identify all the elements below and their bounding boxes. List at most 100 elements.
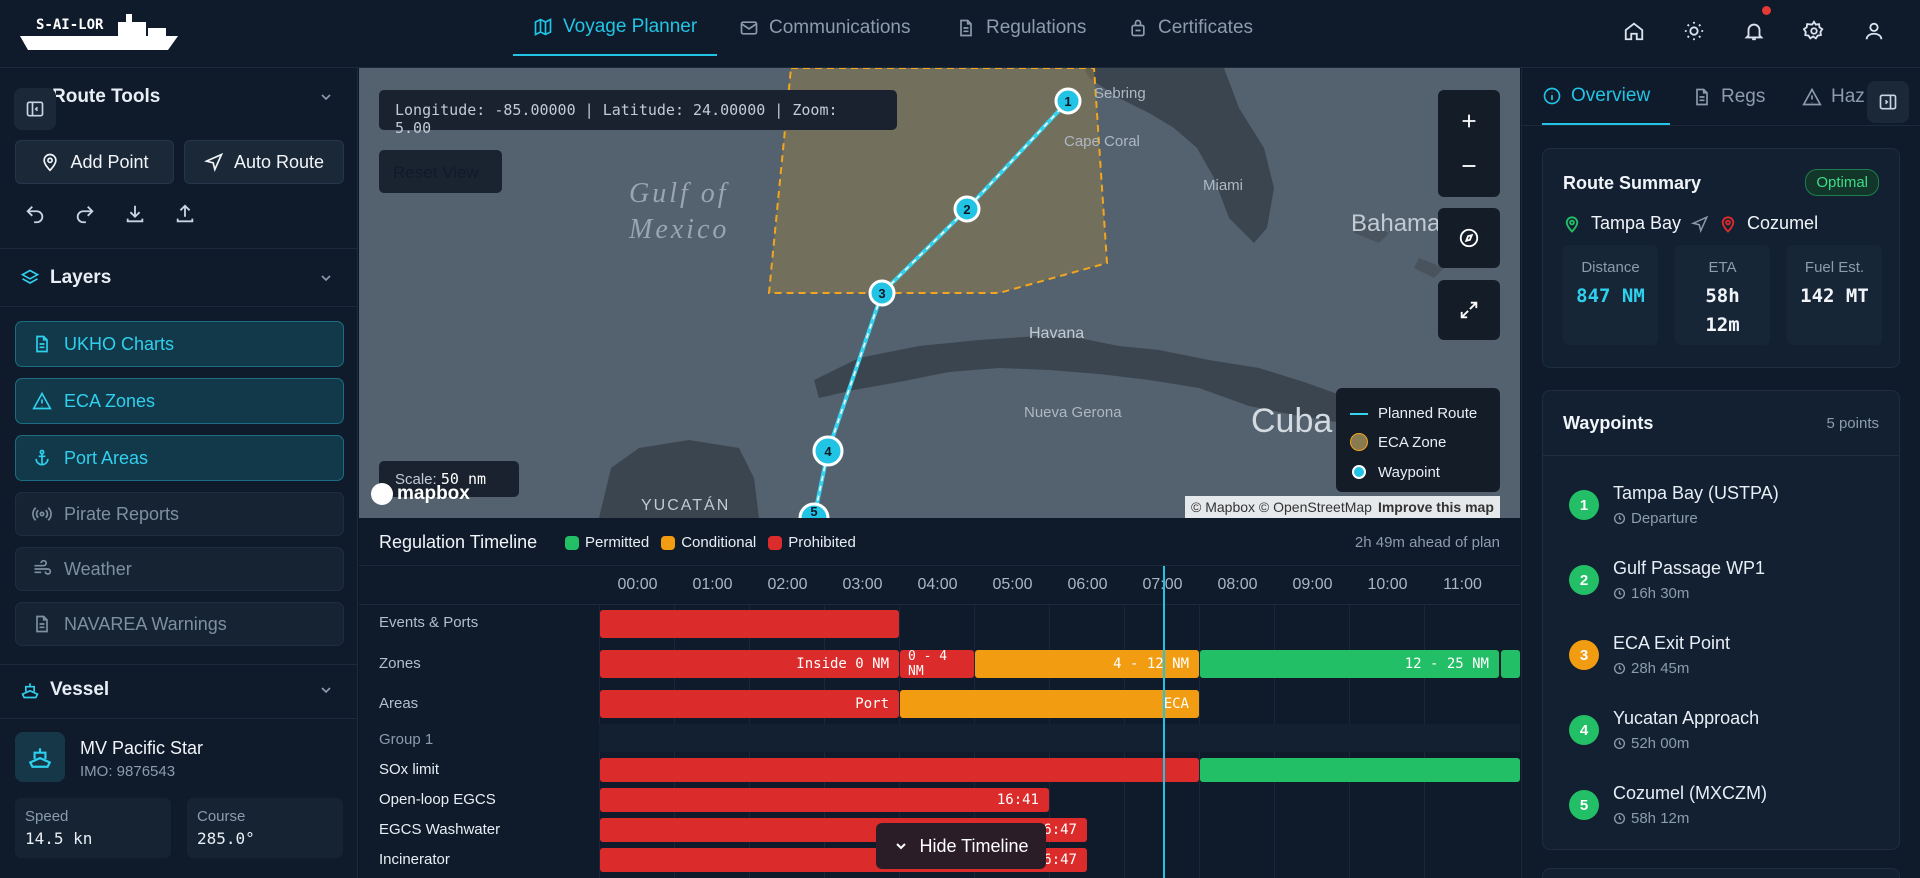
download-icon[interactable] bbox=[124, 203, 146, 225]
bar-zones-next[interactable] bbox=[1501, 650, 1520, 678]
section-title: Vessel bbox=[50, 679, 110, 700]
tab-communications[interactable]: Communications bbox=[739, 0, 911, 56]
mapbox-logo[interactable]: mapbox bbox=[371, 483, 470, 505]
bar-areas-eca[interactable]: ECA bbox=[900, 690, 1199, 718]
timeline-legend: Permitted Conditional Prohibited bbox=[565, 534, 856, 551]
waypoint-item[interactable]: 1 Tampa Bay (USTPA) Departure bbox=[1563, 477, 1883, 537]
bar-sox-permitted[interactable] bbox=[1200, 758, 1520, 782]
bahamas-landmass bbox=[1354, 218, 1444, 278]
home-icon bbox=[1624, 22, 1644, 41]
waypoint-marker-5[interactable]: 5 bbox=[798, 502, 830, 518]
waypoint-item[interactable]: 3 ECA Exit Point 28h 45m bbox=[1563, 627, 1883, 687]
hide-timeline-button[interactable]: Hide Timeline bbox=[876, 823, 1046, 869]
vessel-avatar bbox=[15, 732, 65, 782]
waypoint-name: Tampa Bay (USTPA) bbox=[1613, 483, 1779, 503]
clock-icon bbox=[1613, 662, 1626, 675]
layer-weather[interactable]: Weather bbox=[15, 547, 344, 591]
radio-icon bbox=[32, 507, 52, 521]
profile-button[interactable] bbox=[1863, 20, 1889, 46]
add-point-button[interactable]: Add Point bbox=[15, 140, 174, 184]
waypoint-marker-2[interactable]: 2 bbox=[953, 195, 981, 223]
zoom-out-button[interactable] bbox=[1438, 143, 1500, 188]
info-icon bbox=[1543, 87, 1561, 104]
tab-regs[interactable]: Regs bbox=[1692, 68, 1765, 125]
layer-label: Pirate Reports bbox=[64, 503, 180, 524]
bar-open-loop[interactable]: 16:41 bbox=[600, 788, 1049, 812]
upload-icon[interactable] bbox=[174, 203, 196, 225]
theme-toggle[interactable] bbox=[1683, 20, 1709, 46]
svg-text:2: 2 bbox=[963, 202, 970, 217]
hour-label: 04:00 bbox=[917, 576, 958, 593]
optimal-badge: Optimal bbox=[1805, 169, 1879, 196]
origin-port: Tampa Bay bbox=[1591, 213, 1682, 233]
settings-button[interactable] bbox=[1802, 20, 1829, 46]
zoom-in-button[interactable] bbox=[1438, 98, 1500, 143]
reset-view-button[interactable]: Reset View bbox=[379, 150, 502, 193]
bar-areas-port[interactable]: Port bbox=[600, 690, 899, 718]
collapse-panel-button[interactable] bbox=[1867, 81, 1909, 123]
legend-permitted: Permitted bbox=[565, 534, 649, 551]
bar-events-prohibited[interactable] bbox=[600, 610, 899, 638]
tab-certificates[interactable]: Certificates bbox=[1128, 0, 1253, 56]
bar-zones-0-4[interactable]: 0 - 4 NM bbox=[900, 650, 974, 678]
compass-button[interactable] bbox=[1438, 208, 1500, 268]
layer-port-areas[interactable]: Port Areas bbox=[15, 435, 344, 481]
layers-header[interactable]: Layers bbox=[0, 253, 357, 303]
tab-overview[interactable]: Overview bbox=[1542, 68, 1671, 125]
row-label-events: Events & Ports bbox=[379, 614, 479, 631]
hour-label: 02:00 bbox=[767, 576, 808, 593]
home-button[interactable] bbox=[1623, 20, 1649, 46]
waypoint-marker-1[interactable]: 1 bbox=[1054, 87, 1082, 115]
map-label-havana: Havana bbox=[1029, 325, 1084, 342]
map-label-gulf: Gulf of bbox=[629, 178, 729, 209]
layer-navarea-warnings[interactable]: NAVAREA Warnings bbox=[15, 602, 344, 646]
tab-label: Communications bbox=[769, 17, 911, 38]
ship-icon bbox=[21, 683, 39, 699]
bar-sox-prohibited[interactable] bbox=[600, 758, 1199, 782]
undo-icon[interactable] bbox=[24, 203, 46, 225]
fullscreen-button[interactable] bbox=[1438, 280, 1500, 340]
timeline-status: 2h 49m ahead of plan bbox=[1354, 534, 1500, 551]
waypoint-marker-3[interactable]: 3 bbox=[868, 279, 896, 307]
improve-map-link[interactable]: Improve this map bbox=[1377, 499, 1494, 515]
bar-zones-4-12[interactable]: 4 - 12 NM bbox=[975, 650, 1199, 678]
hour-label: 01:00 bbox=[692, 576, 733, 593]
map-label-sebring: Sebring bbox=[1094, 85, 1146, 102]
compass-icon bbox=[1459, 228, 1479, 248]
bell-icon bbox=[1744, 23, 1764, 41]
notifications-button[interactable] bbox=[1743, 6, 1771, 46]
redo-icon[interactable] bbox=[74, 203, 96, 225]
route-tools-header[interactable]: Route Tools bbox=[0, 72, 357, 122]
waypoint-item[interactable]: 2 Gulf Passage WP1 16h 30m bbox=[1563, 552, 1883, 612]
warning-icon bbox=[1802, 87, 1822, 105]
waypoint-item[interactable]: 4 Yucatan Approach 52h 00m bbox=[1563, 702, 1883, 762]
collapse-sidebar-button[interactable] bbox=[14, 88, 56, 130]
file-icon bbox=[1696, 88, 1708, 105]
file-icon bbox=[36, 335, 48, 353]
file-icon bbox=[960, 19, 972, 37]
waypoint-item[interactable]: 5 Cozumel (MXCZM) 58h 12m bbox=[1563, 777, 1883, 837]
row-label-sox: SOx limit bbox=[379, 761, 439, 778]
divider bbox=[0, 306, 357, 307]
distance-stat: Distance 847 NM bbox=[1563, 245, 1658, 345]
tab-hazards[interactable]: Haz bbox=[1802, 68, 1865, 125]
bar-zones-12-25[interactable]: 12 - 25 NM bbox=[1200, 650, 1499, 678]
plus-icon bbox=[1462, 114, 1476, 127]
divider bbox=[359, 604, 1520, 605]
course-value: 285.0° bbox=[197, 829, 255, 848]
course-card: Course 285.0° bbox=[187, 798, 343, 858]
layer-eca-zones[interactable]: ECA Zones bbox=[15, 378, 344, 424]
clock-icon bbox=[1613, 737, 1626, 750]
waypoint-number: 2 bbox=[1569, 565, 1599, 595]
vessel-header[interactable]: Vessel bbox=[0, 665, 357, 715]
map-view[interactable]: 1 2 3 4 5 Gulf of Mexico Sebring Cape Co… bbox=[359, 68, 1520, 518]
legend-route: Planned Route bbox=[1350, 400, 1486, 427]
auto-route-button[interactable]: Auto Route bbox=[184, 140, 344, 184]
layer-ukho-charts[interactable]: UKHO Charts bbox=[15, 321, 344, 367]
bar-zones-inside[interactable]: Inside 0 NM bbox=[600, 650, 899, 678]
tab-regulations[interactable]: Regulations bbox=[956, 0, 1086, 56]
tab-voyage-planner[interactable]: Voyage Planner bbox=[513, 0, 718, 56]
logo[interactable]: S-AI-LOR bbox=[18, 12, 180, 54]
waypoint-marker-4[interactable]: 4 bbox=[812, 435, 844, 467]
layer-pirate-reports[interactable]: Pirate Reports bbox=[15, 492, 344, 536]
